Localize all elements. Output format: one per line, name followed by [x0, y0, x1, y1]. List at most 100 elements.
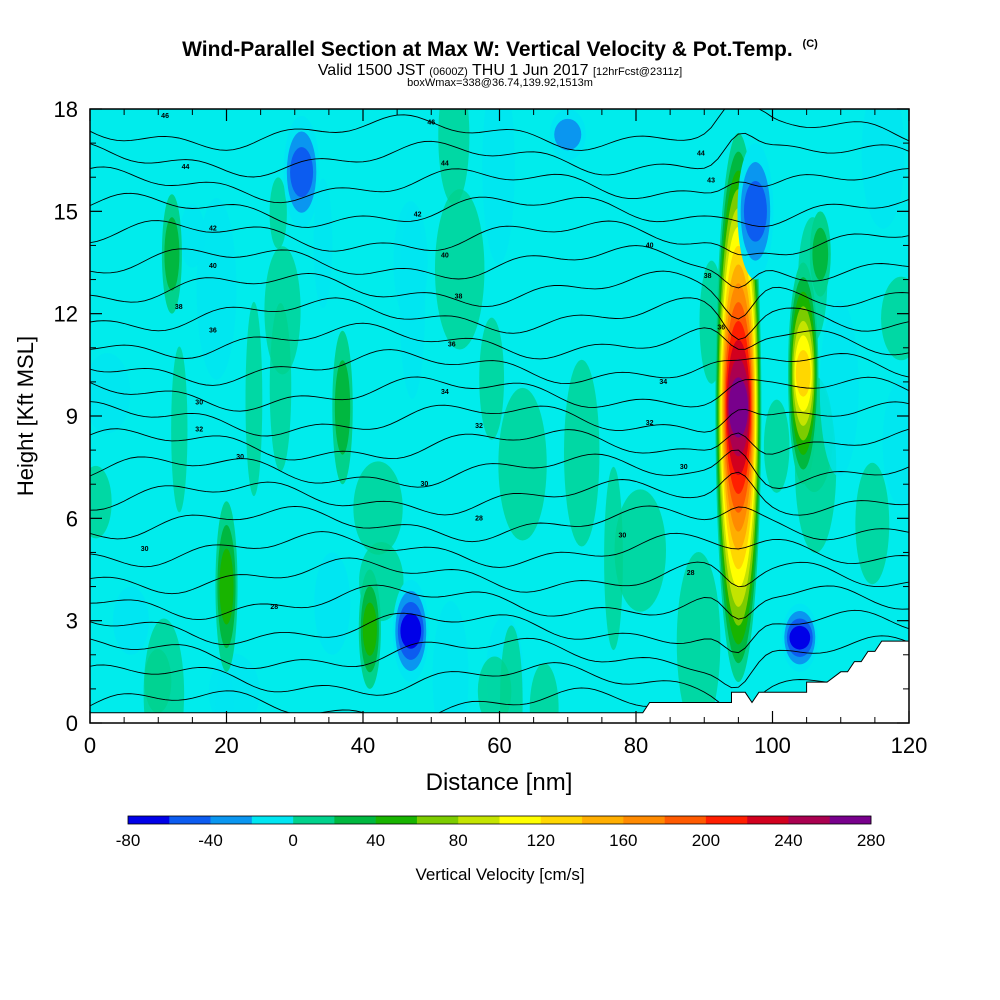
x-tick-label: 20: [214, 733, 238, 758]
contour-label: 42: [209, 225, 217, 232]
weak-motion-patch: [604, 466, 623, 651]
colorbar-swatch: [334, 816, 376, 824]
colorbar-tick-label: 200: [692, 831, 720, 850]
contour-label: 42: [414, 212, 422, 219]
colorbar-tick-label: 280: [857, 831, 885, 850]
weak-motion-patch: [269, 177, 287, 249]
contour-label: 44: [441, 161, 449, 168]
colorbar-tick-label: 80: [449, 831, 468, 850]
weak-motion-patch: [269, 303, 292, 472]
theta-contour-line: [90, 531, 909, 568]
theta-contour-line: [90, 322, 909, 360]
theta-contour-line: [90, 609, 909, 654]
downdraft-cell: [554, 118, 582, 151]
valid-time: Valid 1500 JST: [317, 62, 425, 79]
x-tick-label: 120: [891, 733, 928, 758]
theta-contour-line: [90, 635, 909, 689]
velocity-cells: [112, 109, 831, 689]
weak-motion-patch: [614, 489, 667, 612]
colorbar-tick-label: 40: [366, 831, 385, 850]
theta-contour-line: [90, 297, 909, 340]
y-tick-label: 18: [54, 97, 78, 122]
contour-label: 30: [236, 454, 244, 461]
colorbar-swatch: [169, 816, 211, 824]
colorbar-swatch: [416, 816, 459, 824]
contour-label: 34: [659, 379, 667, 386]
colorbar-tick-label: -40: [198, 831, 223, 850]
theta-contour-line: [90, 376, 909, 412]
weak-motion-patch: [861, 109, 905, 229]
colorbar-swatch: [582, 816, 624, 824]
updraft-cell: [812, 227, 829, 281]
updraft-cell: [362, 602, 377, 656]
updraft-cell: [164, 217, 180, 291]
contour-label: 40: [646, 242, 654, 249]
theta-contour-line: [90, 661, 909, 713]
contour-label: 32: [195, 427, 203, 434]
contour-label: 36: [448, 341, 456, 348]
colorbar-swatch: [210, 816, 253, 824]
weak-motion-patch: [564, 359, 600, 547]
contour-label: 30: [195, 399, 203, 406]
weak-motion-patch: [215, 664, 235, 723]
contour-label: 28: [687, 570, 695, 577]
colorbar-swatch: [747, 816, 789, 824]
updraft-cell: [219, 548, 234, 625]
y-tick-label: 12: [54, 302, 78, 327]
contour-label: 32: [475, 423, 483, 430]
colorbar-swatch: [293, 816, 335, 824]
contour-label-group: 46 46 44 44 44 43 42 42 40 40 40 38 38 38 36 36 36 34 34 30…: [141, 113, 726, 611]
theta-contour-line: [90, 449, 909, 489]
forecast-info: [12hrFcst@2311z]: [592, 66, 683, 78]
y-tick-label: 9: [66, 404, 78, 429]
weak-motion-patch: [479, 317, 505, 440]
colorbar-tick-label: 160: [609, 831, 637, 850]
contour-label: 34: [441, 389, 449, 396]
y-tick-label: 3: [66, 609, 78, 634]
contour-label: 38: [704, 273, 712, 280]
downdraft-cell: [400, 613, 422, 649]
updraft-cell: [795, 350, 811, 397]
terrain-mask: [90, 640, 909, 723]
theta-contour-line: [90, 584, 909, 621]
theta-contour-line: [90, 505, 909, 543]
contour-label: 30: [680, 464, 688, 471]
contour-label: 46: [427, 120, 435, 127]
x-tick-label: 0: [84, 733, 96, 758]
x-tick-label: 80: [624, 733, 648, 758]
contour-label: 46: [161, 113, 169, 120]
colorbar-tick-label: 240: [774, 831, 802, 850]
colorbar-swatch: [458, 816, 500, 824]
colorbar-label: Vertical Velocity [cm/s]: [415, 865, 584, 884]
colorbar-tick-label: 120: [527, 831, 555, 850]
weak-motion-patch: [171, 346, 188, 513]
weak-motion-patch: [90, 465, 112, 539]
contour-label: 30: [618, 532, 626, 539]
title-text: Wind-Parallel Section at Max W: Vertical…: [182, 38, 793, 61]
downdraft-cell: [314, 552, 351, 655]
contour-label: 43: [707, 178, 715, 185]
y-tick-label: 0: [66, 711, 78, 736]
x-tick-label: 60: [487, 733, 511, 758]
weak-motion-patch: [498, 387, 547, 541]
weak-motion-patch: [676, 552, 721, 723]
x-tick-label: 40: [351, 733, 375, 758]
colorbar-tick-label: -80: [116, 831, 141, 850]
chart-subtitle: Valid 1500 JST (0600Z) THU 1 Jun 2017 [1…: [0, 62, 1000, 80]
contour-label: 32: [646, 420, 654, 427]
y-axis-label: Height [Kft MSL]: [13, 336, 38, 496]
weak-motion-patch: [438, 109, 470, 205]
downdraft-cell: [290, 147, 314, 198]
weak-motion-patch: [144, 648, 172, 714]
weak-motion-patch: [313, 178, 333, 309]
colorbar-frame: [127, 815, 872, 825]
valid-utc: (0600Z): [429, 66, 468, 78]
y-tick-label: 6: [66, 506, 78, 531]
weak-motion-patch: [434, 189, 485, 350]
colorbar-swatch: [623, 816, 665, 824]
theta-contour-line: [90, 270, 909, 320]
contour-label: 38: [455, 294, 463, 301]
downdraft-cell: [112, 586, 149, 655]
